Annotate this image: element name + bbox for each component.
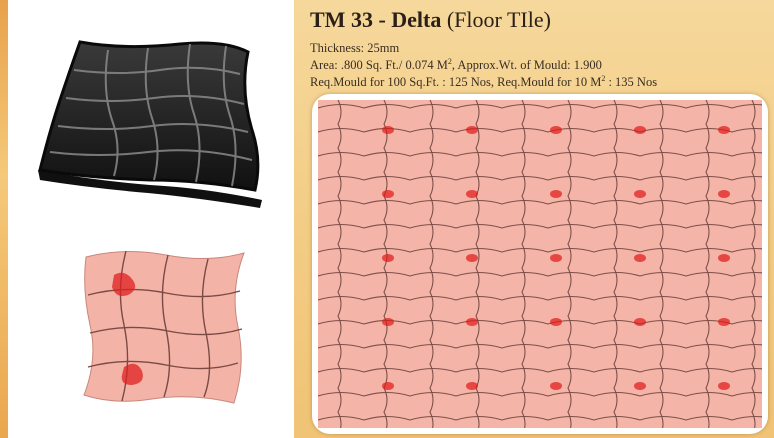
- tile-color-splotch: [634, 254, 646, 262]
- tile-color-splotch: [718, 190, 730, 198]
- tile-joint-vertical: [751, 100, 756, 428]
- product-specs: Thickness: 25mm Area: .800 Sq. Ft./ 0.07…: [310, 41, 657, 89]
- spec-thickness: Thickness: 25mm: [310, 41, 400, 55]
- tile-joint-horizontal: [318, 223, 762, 229]
- tile-joint-vertical: [429, 100, 434, 428]
- tile-color-splotch: [634, 318, 646, 326]
- tile-color-splotch: [634, 190, 646, 198]
- tile-color-splotch: [550, 254, 562, 262]
- tile-color-splotch: [550, 318, 562, 326]
- tile-color-splotch: [718, 126, 730, 134]
- tile-joint-horizontal: [318, 343, 762, 349]
- tile-joint-horizontal: [318, 271, 762, 277]
- tile-color-splotch: [466, 190, 478, 198]
- tile-joint-vertical: [475, 100, 480, 428]
- tile-joint-vertical: [613, 100, 618, 428]
- left-decorative-strip: [0, 0, 8, 438]
- tile-joint-horizontal: [318, 367, 762, 373]
- tile-joint-vertical: [521, 100, 526, 428]
- tile-joint-horizontal: [318, 103, 762, 109]
- tile-color-splotch: [466, 126, 478, 134]
- tile-pattern-background: [318, 100, 762, 428]
- tile-joint-horizontal: [318, 247, 762, 253]
- tile-joint-horizontal: [318, 175, 762, 181]
- tile-joint-vertical: [567, 100, 572, 428]
- tile-color-splotch: [382, 254, 394, 262]
- tile-joint-horizontal: [318, 127, 762, 133]
- tile-color-splotch: [550, 190, 562, 198]
- mould-image: [38, 40, 262, 208]
- tile-joint-horizontal: [318, 199, 762, 205]
- tile-joint-horizontal: [318, 151, 762, 157]
- tile-joint-horizontal: [318, 295, 762, 301]
- tile-color-splotch: [634, 382, 646, 390]
- tile-sample-image: [83, 250, 245, 404]
- tile-joint-horizontal: [318, 391, 762, 397]
- tile-color-splotch: [466, 254, 478, 262]
- product-subtitle: (Floor TIle): [446, 7, 551, 32]
- spec-required-moulds: Req.Mould for 100 Sq.Ft. : 125 Nos, Req.…: [310, 74, 658, 90]
- tile-color-splotch: [382, 126, 394, 134]
- tile-color-splotch: [382, 382, 394, 390]
- tile-pattern-frame: [312, 94, 768, 434]
- product-images-panel: [8, 0, 294, 438]
- tile-color-splotch: [550, 126, 562, 134]
- tile-joint-vertical: [383, 100, 388, 428]
- tile-joint-vertical: [337, 100, 342, 428]
- tile-color-splotch: [466, 318, 478, 326]
- tile-joint-vertical: [705, 100, 710, 428]
- tile-color-splotch: [718, 254, 730, 262]
- tile-joint-horizontal: [318, 319, 762, 325]
- tile-color-splotch: [634, 126, 646, 134]
- tile-color-splotch: [382, 318, 394, 326]
- tile-pattern-image: [318, 100, 762, 428]
- product-info-panel: TM 33 - Delta (Floor TIle) Thickness: 25…: [294, 0, 774, 438]
- spec-area: Area: .800 Sq. Ft./ 0.074 M2, Approx.Wt.…: [310, 57, 602, 73]
- tile-color-splotch: [382, 190, 394, 198]
- tile-joint-horizontal: [318, 415, 762, 421]
- product-code: TM 33 - Delta: [310, 7, 442, 32]
- tile-color-splotch: [466, 382, 478, 390]
- product-title: TM 33 - Delta (Floor TIle): [310, 7, 551, 33]
- tile-color-splotch: [718, 382, 730, 390]
- tile-color-splotch: [718, 318, 730, 326]
- tile-joint-vertical: [659, 100, 664, 428]
- tile-color-splotch: [550, 382, 562, 390]
